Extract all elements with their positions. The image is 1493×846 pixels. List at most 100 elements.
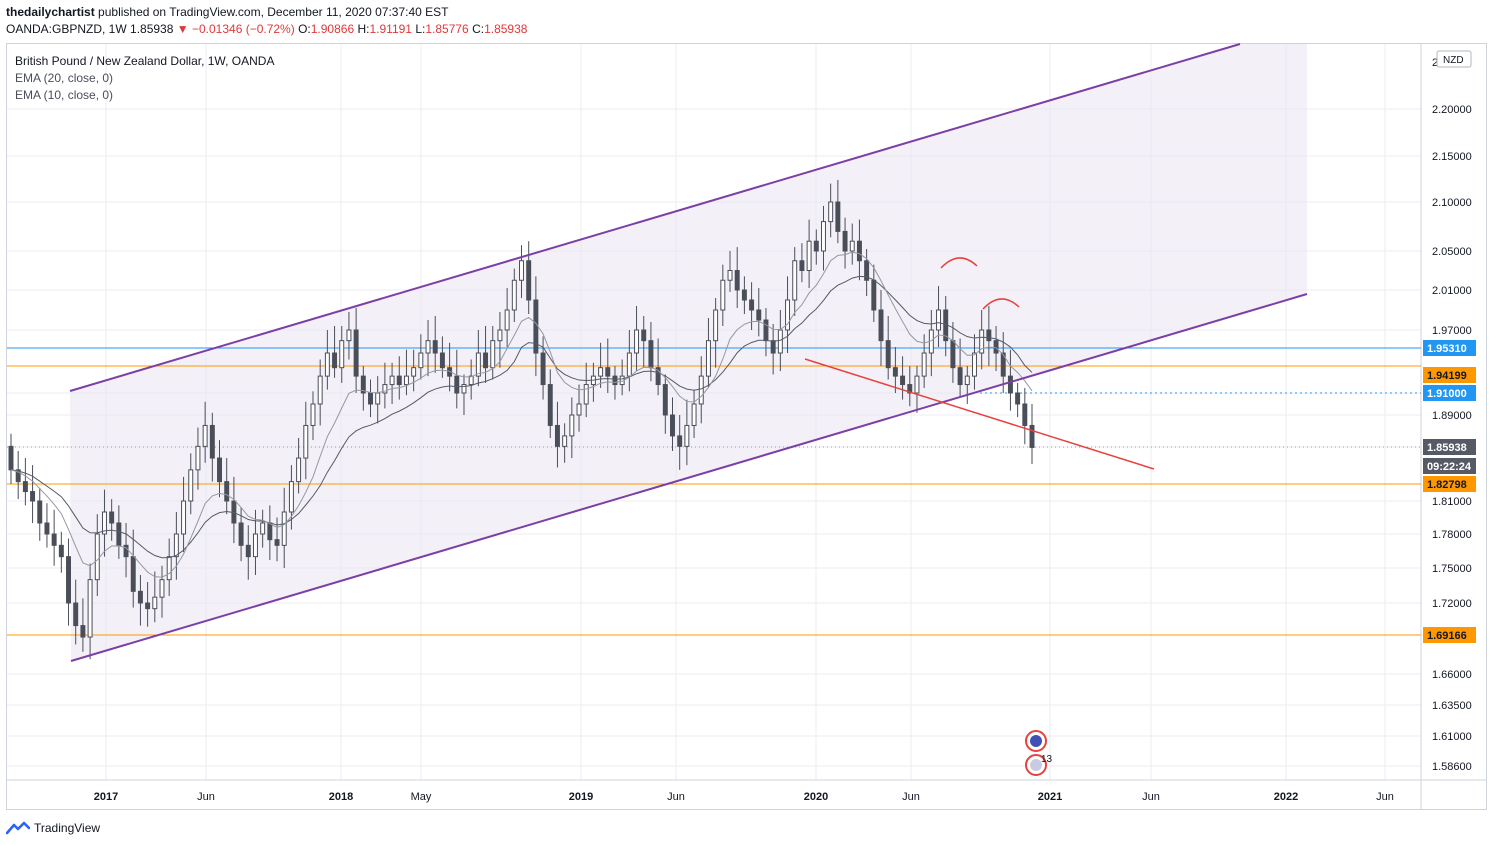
legend-ema10[interactable]: EMA (10, close, 0): [15, 88, 114, 102]
candle-body[interactable]: [432, 340, 438, 354]
candle-body[interactable]: [454, 375, 460, 394]
candle-body[interactable]: [864, 260, 870, 281]
candle-body[interactable]: [749, 299, 755, 311]
candle-body[interactable]: [662, 384, 668, 416]
candle-body[interactable]: [267, 522, 273, 541]
candle-body[interactable]: [720, 279, 726, 311]
candle-body[interactable]: [483, 352, 489, 369]
candle-body[interactable]: [425, 340, 431, 354]
candle-body[interactable]: [562, 435, 568, 447]
candle-body[interactable]: [51, 533, 57, 546]
candle-body[interactable]: [288, 481, 294, 513]
candle-body[interactable]: [849, 240, 855, 252]
candle-body[interactable]: [670, 414, 675, 437]
candle-body[interactable]: [950, 340, 956, 369]
candle-body[interactable]: [475, 352, 481, 377]
candle-body[interactable]: [310, 403, 316, 426]
candle-body[interactable]: [993, 340, 999, 354]
candle-body[interactable]: [1029, 424, 1035, 448]
candle-body[interactable]: [396, 375, 402, 386]
candle-body[interactable]: [281, 511, 287, 546]
candle-body[interactable]: [418, 352, 424, 369]
candle-body[interactable]: [66, 556, 71, 604]
candle-body[interactable]: [698, 375, 704, 405]
candle-body[interactable]: [914, 375, 920, 394]
legend-title[interactable]: British Pound / New Zealand Dollar, 1W, …: [15, 54, 275, 68]
candle-body[interactable]: [907, 384, 913, 394]
candle-body[interactable]: [828, 201, 834, 223]
axis-price-label[interactable]: [1423, 476, 1476, 492]
candle-body[interactable]: [101, 511, 107, 535]
event-count-badge[interactable]: 13: [1041, 754, 1053, 765]
candle-body[interactable]: [382, 384, 388, 394]
footer-brand[interactable]: TradingView: [34, 821, 101, 835]
candle-body[interactable]: [964, 375, 970, 386]
candle-body[interactable]: [468, 375, 474, 386]
candle-body[interactable]: [1007, 375, 1013, 394]
candle-body[interactable]: [260, 522, 266, 535]
candle-body[interactable]: [130, 556, 136, 592]
candle-body[interactable]: [519, 260, 524, 281]
candle-body[interactable]: [15, 469, 21, 483]
candle-body[interactable]: [202, 424, 208, 447]
candle-body[interactable]: [504, 309, 510, 331]
candle-body[interactable]: [22, 481, 28, 493]
candle-body[interactable]: [598, 367, 604, 377]
candle-body[interactable]: [490, 340, 496, 369]
axis-price-label[interactable]: [1423, 627, 1476, 643]
candle-body[interactable]: [972, 352, 977, 377]
candle-body[interactable]: [389, 375, 395, 386]
candle-body[interactable]: [109, 511, 115, 524]
candle-body[interactable]: [554, 424, 560, 447]
candle-body[interactable]: [80, 625, 86, 638]
candle-body[interactable]: [957, 367, 963, 386]
head-arc[interactable]: [940, 257, 978, 269]
candle-body[interactable]: [727, 270, 733, 281]
candle-body[interactable]: [921, 352, 927, 377]
currency-badge[interactable]: [1436, 50, 1472, 68]
candle-body[interactable]: [245, 544, 251, 558]
candle-body[interactable]: [353, 329, 359, 377]
candle-body[interactable]: [1000, 352, 1006, 377]
candle-body[interactable]: [238, 522, 244, 546]
channel-upper-line[interactable]: [69, 43, 1241, 392]
candle-body[interactable]: [756, 309, 762, 321]
candle-body[interactable]: [777, 329, 783, 354]
candle-body[interactable]: [856, 240, 862, 262]
candle-body[interactable]: [332, 352, 338, 369]
candle-body[interactable]: [439, 352, 445, 369]
candle-body[interactable]: [209, 424, 215, 459]
candle-body[interactable]: [605, 367, 611, 377]
candle-body[interactable]: [296, 457, 302, 483]
candle-body[interactable]: [806, 240, 812, 271]
chart-frame[interactable]: [6, 43, 1487, 810]
candle-body[interactable]: [44, 522, 50, 535]
candle-body[interactable]: [612, 375, 618, 386]
legend-ema20[interactable]: EMA (20, close, 0): [15, 71, 114, 85]
candle-body[interactable]: [885, 340, 891, 369]
candle-body[interactable]: [792, 260, 798, 301]
candle-body[interactable]: [734, 270, 740, 291]
candle-body[interactable]: [583, 384, 589, 405]
candle-body[interactable]: [979, 329, 985, 354]
candle-body[interactable]: [684, 424, 690, 447]
candle-body[interactable]: [648, 340, 654, 369]
candle-body[interactable]: [892, 367, 898, 377]
candle-body[interactable]: [634, 329, 640, 354]
candle-body[interactable]: [842, 230, 848, 252]
candle-body[interactable]: [94, 533, 100, 581]
axis-price-label[interactable]: [1423, 458, 1476, 474]
candle-body[interactable]: [497, 329, 503, 342]
candle-body[interactable]: [173, 533, 179, 558]
candle-body[interactable]: [224, 481, 230, 502]
candle-body[interactable]: [123, 544, 129, 558]
candle-body[interactable]: [813, 240, 819, 252]
candle-body[interactable]: [1015, 392, 1021, 405]
candle-body[interactable]: [763, 319, 769, 342]
candle-body[interactable]: [87, 579, 93, 638]
candle-body[interactable]: [641, 329, 647, 342]
candle-body[interactable]: [511, 279, 517, 311]
candle-body[interactable]: [576, 403, 582, 416]
candle-body[interactable]: [188, 469, 194, 502]
candle-body[interactable]: [461, 384, 467, 394]
